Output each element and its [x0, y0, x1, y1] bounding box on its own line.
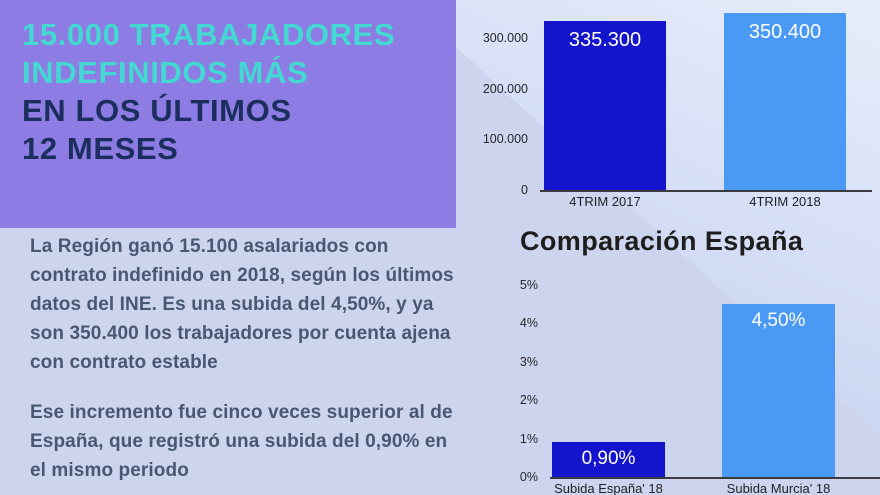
bar-4trim-2018: 350.400 — [724, 12, 846, 190]
employment-bar-chart: 0 100.000 200.000 300.000 335.300 350.40… — [483, 8, 874, 209]
y-tick-label: 100.000 — [482, 132, 528, 147]
y-tick-label: 4% — [519, 316, 538, 331]
subtitle-line-1: EN LOS ÚLTIMOS — [22, 93, 292, 128]
bar-subida-espana-18: 0,90% — [552, 442, 665, 477]
employment-chart-y-axis: 0 100.000 200.000 300.000 — [483, 8, 534, 197]
body-paragraph-2: Ese incremento fue cinco veces superior … — [30, 402, 453, 481]
x-axis-label-subida-espana: Subida España' 18 — [554, 481, 663, 495]
title-line-2: INDEFINIDOS MÁS — [22, 55, 309, 90]
y-tick-label: 2% — [519, 393, 538, 408]
y-tick-label: 200.000 — [482, 81, 528, 96]
bar-value-label: 0,90% — [581, 448, 636, 470]
comparison-chart-plot-area: 0,90% 4,50% Subida España' 18 Subida Mur… — [550, 277, 880, 495]
x-axis-label-4trim-2018: 4TRIM 2018 — [749, 194, 821, 209]
x-axis-label-4trim-2017: 4TRIM 2017 — [569, 194, 641, 209]
y-tick-label: 0 — [521, 183, 528, 197]
x-axis-label-subida-murcia: Subida Murcia' 18 — [726, 481, 831, 495]
bar-value-label: 350.400 — [748, 20, 822, 43]
comparison-chart-title: Comparación España — [520, 226, 804, 256]
subtitle-line-2: 12 MESES — [22, 131, 179, 166]
y-tick-label: 5% — [519, 277, 538, 292]
comparison-bar-chart: 0% 1% 2% 3% 4% 5% 0,90% 4,50% Subida Esp… — [502, 277, 880, 495]
y-tick-label: 3% — [519, 354, 538, 369]
comparison-chart-y-axis: 0% 1% 2% 3% 4% 5% — [502, 277, 544, 484]
y-tick-label: 0% — [519, 470, 538, 484]
title-line-1: 15.000 TRABAJADORES — [22, 17, 396, 52]
bar-value-label: 4,50% — [751, 309, 806, 331]
y-tick-label: 300.000 — [482, 31, 528, 46]
employment-chart-plot-area: 335.300 350.400 4TRIM 2017 4TRIM 2018 — [540, 8, 872, 209]
bar-subida-murcia-18: 4,50% — [722, 303, 835, 477]
bar-value-label: 335.300 — [568, 28, 642, 51]
bar-4trim-2017: 335.300 — [544, 20, 666, 190]
header-banner: 15.000 TRABAJADORES INDEFINIDOS MÁS EN L… — [0, 0, 456, 228]
body-paragraph-1: La Región ganó 15.100 asalariados con co… — [30, 236, 454, 373]
y-tick-label: 1% — [519, 431, 538, 446]
